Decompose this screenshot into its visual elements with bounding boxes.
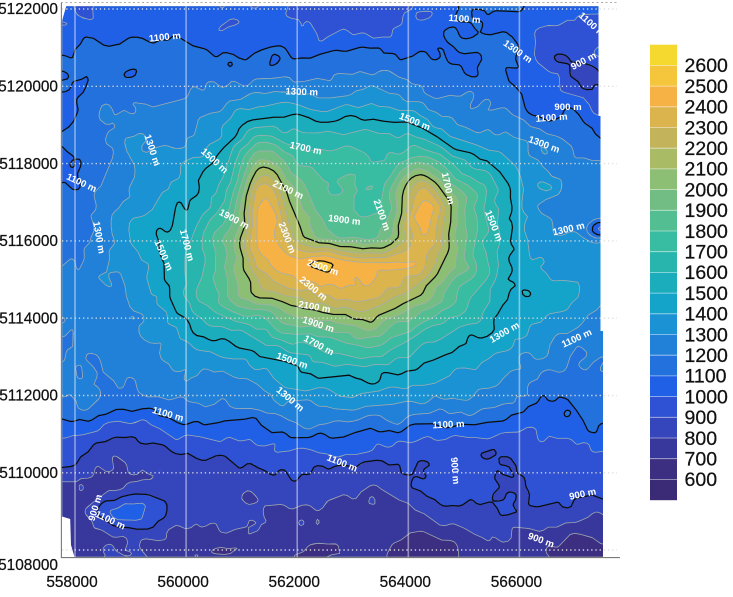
- svg-text:1100 m: 1100 m: [432, 419, 465, 432]
- svg-text:5120000: 5120000: [0, 79, 58, 96]
- svg-text:1300 m: 1300 m: [285, 86, 318, 98]
- svg-text:600: 600: [685, 469, 718, 491]
- svg-text:1900: 1900: [685, 200, 729, 222]
- svg-text:1100 m: 1100 m: [535, 112, 568, 125]
- svg-text:2100: 2100: [685, 159, 729, 181]
- svg-text:5116000: 5116000: [0, 233, 58, 250]
- svg-text:900 m: 900 m: [448, 457, 461, 485]
- svg-text:5110000: 5110000: [0, 465, 58, 482]
- svg-text:1700: 1700: [685, 242, 729, 264]
- svg-text:5108000: 5108000: [0, 557, 58, 574]
- svg-text:2300: 2300: [685, 117, 729, 139]
- svg-text:1100 m: 1100 m: [148, 30, 181, 44]
- svg-text:5112000: 5112000: [0, 388, 58, 405]
- svg-text:2400: 2400: [685, 97, 729, 119]
- svg-text:900 m: 900 m: [554, 102, 581, 113]
- svg-text:1500: 1500: [685, 283, 729, 305]
- svg-text:5122000: 5122000: [0, 1, 58, 18]
- svg-text:564000: 564000: [380, 574, 431, 591]
- svg-text:2000: 2000: [685, 179, 729, 201]
- svg-text:1800: 1800: [685, 221, 729, 243]
- svg-text:900: 900: [685, 407, 718, 429]
- svg-text:1000: 1000: [685, 386, 729, 408]
- svg-text:1100 m: 1100 m: [448, 13, 481, 26]
- svg-text:1200: 1200: [685, 345, 729, 367]
- svg-text:1900 m: 1900 m: [327, 213, 361, 228]
- svg-text:700: 700: [685, 449, 718, 471]
- svg-text:2500: 2500: [685, 76, 729, 98]
- svg-text:5118000: 5118000: [0, 156, 58, 173]
- svg-text:1600: 1600: [685, 262, 729, 284]
- svg-text:566000: 566000: [491, 574, 542, 591]
- svg-text:5114000: 5114000: [0, 310, 58, 327]
- svg-text:2600: 2600: [685, 55, 729, 77]
- svg-text:2200: 2200: [685, 138, 729, 160]
- svg-text:558000: 558000: [46, 574, 97, 591]
- svg-text:800: 800: [685, 428, 718, 450]
- svg-text:562000: 562000: [269, 574, 320, 591]
- svg-text:560000: 560000: [157, 574, 208, 591]
- svg-text:1300: 1300: [685, 324, 729, 346]
- svg-text:1100: 1100: [685, 366, 727, 388]
- svg-text:1400: 1400: [685, 304, 729, 326]
